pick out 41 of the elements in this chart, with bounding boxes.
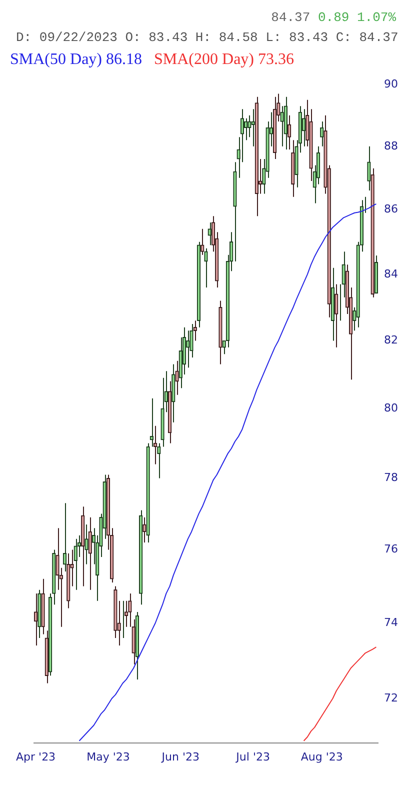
y-tick-label: 74 [384, 616, 398, 629]
y-tick-label: 86 [384, 202, 398, 216]
y-tick-label: 78 [384, 471, 398, 484]
candlestick [142, 516, 146, 544]
candlestick [244, 118, 248, 141]
y-tick-label: 90 [384, 77, 398, 90]
candlestick [175, 360, 179, 396]
candlestick [193, 320, 197, 342]
candlestick [302, 108, 306, 147]
candlestick [204, 248, 208, 288]
x-tick-label: Jul '23 [235, 750, 270, 764]
candlestick [34, 593, 38, 646]
y-tick-label: 82 [384, 334, 398, 347]
candlestick [240, 108, 244, 163]
candlestick [236, 136, 240, 178]
x-tick-label: Jun '23 [160, 750, 200, 764]
candlestick [334, 284, 338, 348]
text: SMA(50 Day) 86.18 [10, 51, 142, 68]
x-tick-label: Aug '23 [300, 750, 343, 764]
candlestick [248, 114, 252, 138]
x-tick-label: May '23 [86, 750, 130, 764]
y-tick-label: 80 [384, 402, 398, 414]
text: 0.89 1.07% [318, 10, 396, 25]
text: SMA(200 Day) 73.36 [154, 51, 294, 68]
y-tick-label: 88 [384, 139, 398, 152]
text: D: 09/22/2023 O: 83.43 H: 84.58 L: 83.43 C: 84.37 [15, 29, 400, 47]
candlestick [62, 502, 67, 572]
candlestick [56, 528, 60, 590]
candlestick [84, 524, 88, 565]
y-tick-label: 76 [384, 542, 398, 556]
y-tick-label: 72 [384, 691, 398, 704]
y-tick-label: 84 [384, 267, 398, 280]
candlestick [186, 330, 190, 368]
candlestick [124, 600, 128, 628]
x-tick-label: Apr '23 [16, 750, 56, 764]
candlestick [280, 106, 284, 147]
candlestick [320, 121, 324, 147]
text: 84.37 [271, 10, 310, 25]
candlestick [367, 146, 371, 192]
candlestick [74, 538, 78, 590]
candlestick [251, 108, 255, 147]
